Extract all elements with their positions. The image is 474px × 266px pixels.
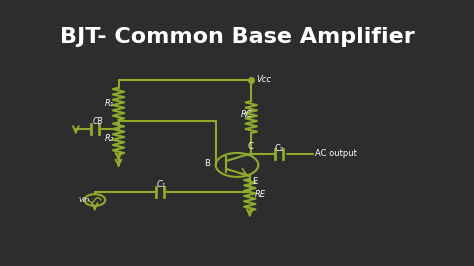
Text: R₂: R₂ (105, 134, 115, 143)
Text: Vin: Vin (78, 197, 90, 202)
Text: CB: CB (92, 117, 103, 126)
Text: C: C (247, 142, 253, 151)
Text: R₁: R₁ (105, 99, 115, 108)
Text: AC output: AC output (315, 149, 357, 158)
Text: C₂: C₂ (275, 144, 284, 153)
Text: BJT- Common Base Amplifier: BJT- Common Base Amplifier (60, 27, 414, 47)
Text: Vcc: Vcc (256, 75, 271, 84)
Text: B: B (204, 159, 210, 168)
Text: E: E (252, 177, 257, 186)
Text: RE: RE (255, 190, 265, 199)
Text: C₁: C₁ (156, 180, 166, 189)
Text: RC: RC (241, 110, 253, 119)
